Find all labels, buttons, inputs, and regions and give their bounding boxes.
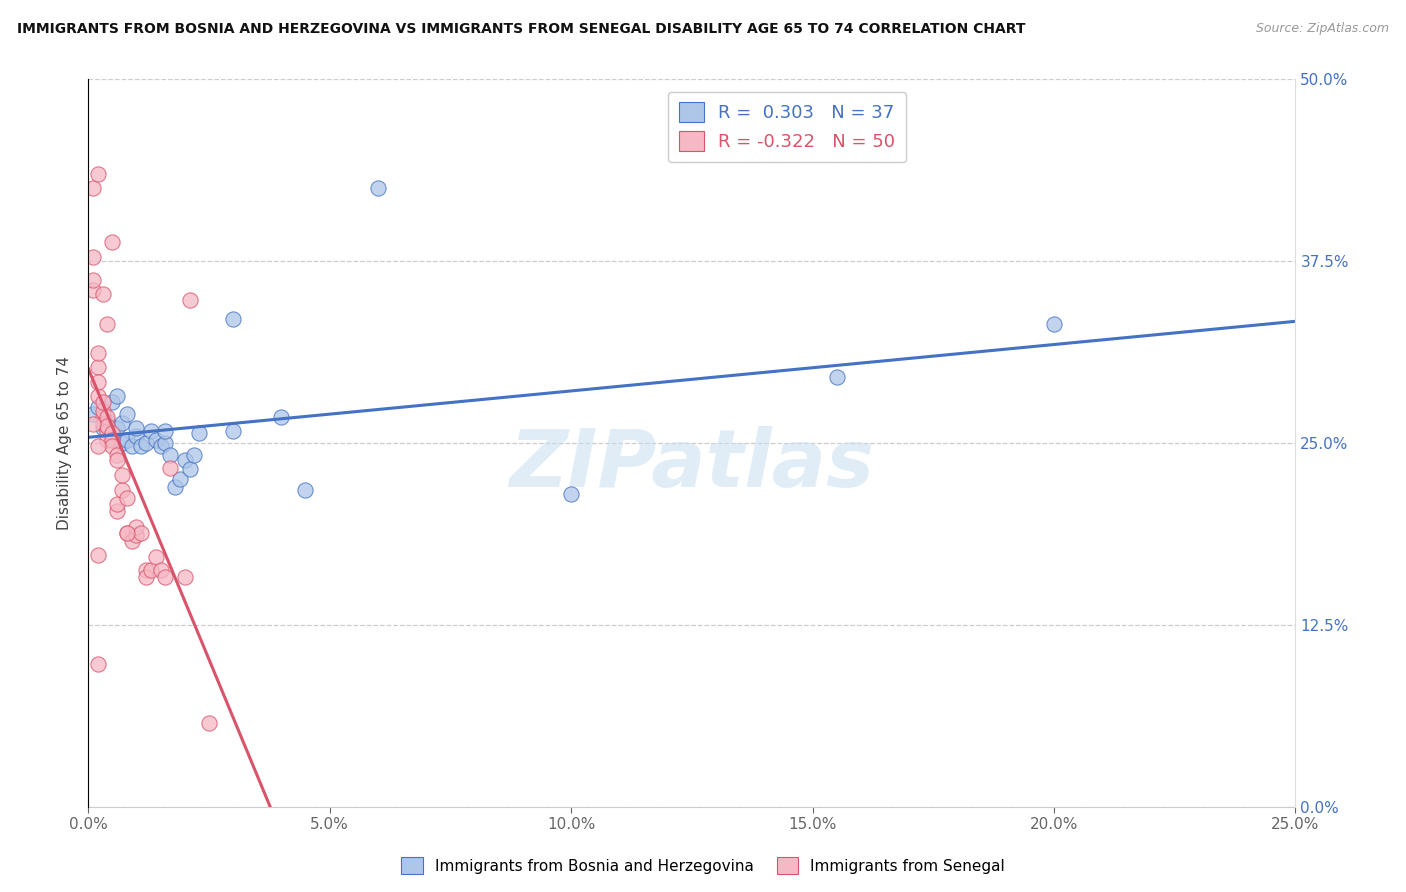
Point bbox=[1043, 317, 1066, 331]
Point bbox=[87, 360, 110, 375]
Point bbox=[82, 181, 104, 195]
Point bbox=[105, 497, 128, 511]
Point bbox=[139, 425, 162, 439]
Point bbox=[560, 487, 582, 501]
Point bbox=[125, 421, 148, 435]
Point bbox=[82, 407, 104, 421]
Point bbox=[87, 400, 110, 414]
Point bbox=[111, 468, 134, 483]
Point bbox=[96, 433, 118, 447]
Point bbox=[82, 417, 104, 431]
Point bbox=[115, 433, 138, 447]
Point bbox=[101, 432, 124, 446]
Point bbox=[115, 407, 138, 421]
Point bbox=[101, 433, 124, 447]
Legend: Immigrants from Bosnia and Herzegovina, Immigrants from Senegal: Immigrants from Bosnia and Herzegovina, … bbox=[395, 851, 1011, 880]
Point bbox=[159, 448, 181, 462]
Point bbox=[179, 462, 201, 476]
Point bbox=[87, 167, 110, 181]
Point bbox=[159, 460, 181, 475]
Y-axis label: Disability Age 65 to 74: Disability Age 65 to 74 bbox=[58, 356, 72, 530]
Point bbox=[155, 425, 177, 439]
Point bbox=[169, 472, 191, 486]
Point bbox=[121, 439, 143, 453]
Point bbox=[222, 312, 245, 326]
Point bbox=[367, 181, 389, 195]
Point bbox=[82, 250, 104, 264]
Point bbox=[129, 526, 152, 541]
Point bbox=[87, 657, 110, 672]
Point bbox=[87, 548, 110, 562]
Point bbox=[222, 425, 245, 439]
Point bbox=[139, 563, 162, 577]
Point bbox=[91, 287, 114, 301]
Point bbox=[121, 533, 143, 548]
Point bbox=[96, 425, 118, 439]
Point bbox=[135, 563, 157, 577]
Point bbox=[105, 421, 128, 435]
Point bbox=[111, 483, 134, 497]
Point bbox=[135, 570, 157, 584]
Point bbox=[101, 395, 124, 409]
Point bbox=[173, 453, 195, 467]
Point bbox=[105, 504, 128, 518]
Point bbox=[188, 425, 211, 440]
Point bbox=[125, 520, 148, 534]
Point bbox=[145, 433, 167, 447]
Point bbox=[87, 439, 110, 453]
Point bbox=[91, 417, 114, 431]
Point bbox=[155, 436, 177, 450]
Point bbox=[270, 409, 292, 424]
Text: IMMIGRANTS FROM BOSNIA AND HERZEGOVINA VS IMMIGRANTS FROM SENEGAL DISABILITY AGE: IMMIGRANTS FROM BOSNIA AND HERZEGOVINA V… bbox=[17, 22, 1025, 37]
Point bbox=[825, 370, 848, 384]
Point bbox=[91, 421, 114, 435]
Point bbox=[96, 418, 118, 433]
Point bbox=[96, 414, 118, 428]
Text: ZIPatlas: ZIPatlas bbox=[509, 425, 875, 504]
Point bbox=[87, 345, 110, 359]
Point bbox=[101, 439, 124, 453]
Text: Source: ZipAtlas.com: Source: ZipAtlas.com bbox=[1256, 22, 1389, 36]
Point bbox=[82, 283, 104, 297]
Point bbox=[149, 563, 172, 577]
Point bbox=[87, 389, 110, 403]
Point bbox=[91, 409, 114, 424]
Point bbox=[101, 425, 124, 440]
Point bbox=[111, 416, 134, 430]
Point bbox=[87, 375, 110, 389]
Point bbox=[149, 439, 172, 453]
Point bbox=[96, 317, 118, 331]
Point bbox=[105, 389, 128, 403]
Point bbox=[145, 549, 167, 564]
Point bbox=[165, 480, 187, 494]
Point bbox=[115, 526, 138, 541]
Point bbox=[179, 293, 201, 308]
Point bbox=[183, 448, 205, 462]
Point bbox=[82, 273, 104, 287]
Point bbox=[105, 453, 128, 467]
Point bbox=[294, 483, 316, 497]
Point bbox=[91, 404, 114, 418]
Point bbox=[125, 527, 148, 541]
Point bbox=[198, 715, 221, 730]
Point bbox=[173, 570, 195, 584]
Point bbox=[105, 448, 128, 462]
Point bbox=[96, 409, 118, 424]
Point bbox=[111, 436, 134, 450]
Point bbox=[101, 235, 124, 249]
Legend: R =  0.303   N = 37, R = -0.322   N = 50: R = 0.303 N = 37, R = -0.322 N = 50 bbox=[668, 92, 905, 162]
Point bbox=[135, 436, 157, 450]
Point bbox=[115, 526, 138, 541]
Point bbox=[91, 395, 114, 409]
Point bbox=[115, 491, 138, 506]
Point bbox=[155, 570, 177, 584]
Point bbox=[125, 428, 148, 442]
Point bbox=[129, 439, 152, 453]
